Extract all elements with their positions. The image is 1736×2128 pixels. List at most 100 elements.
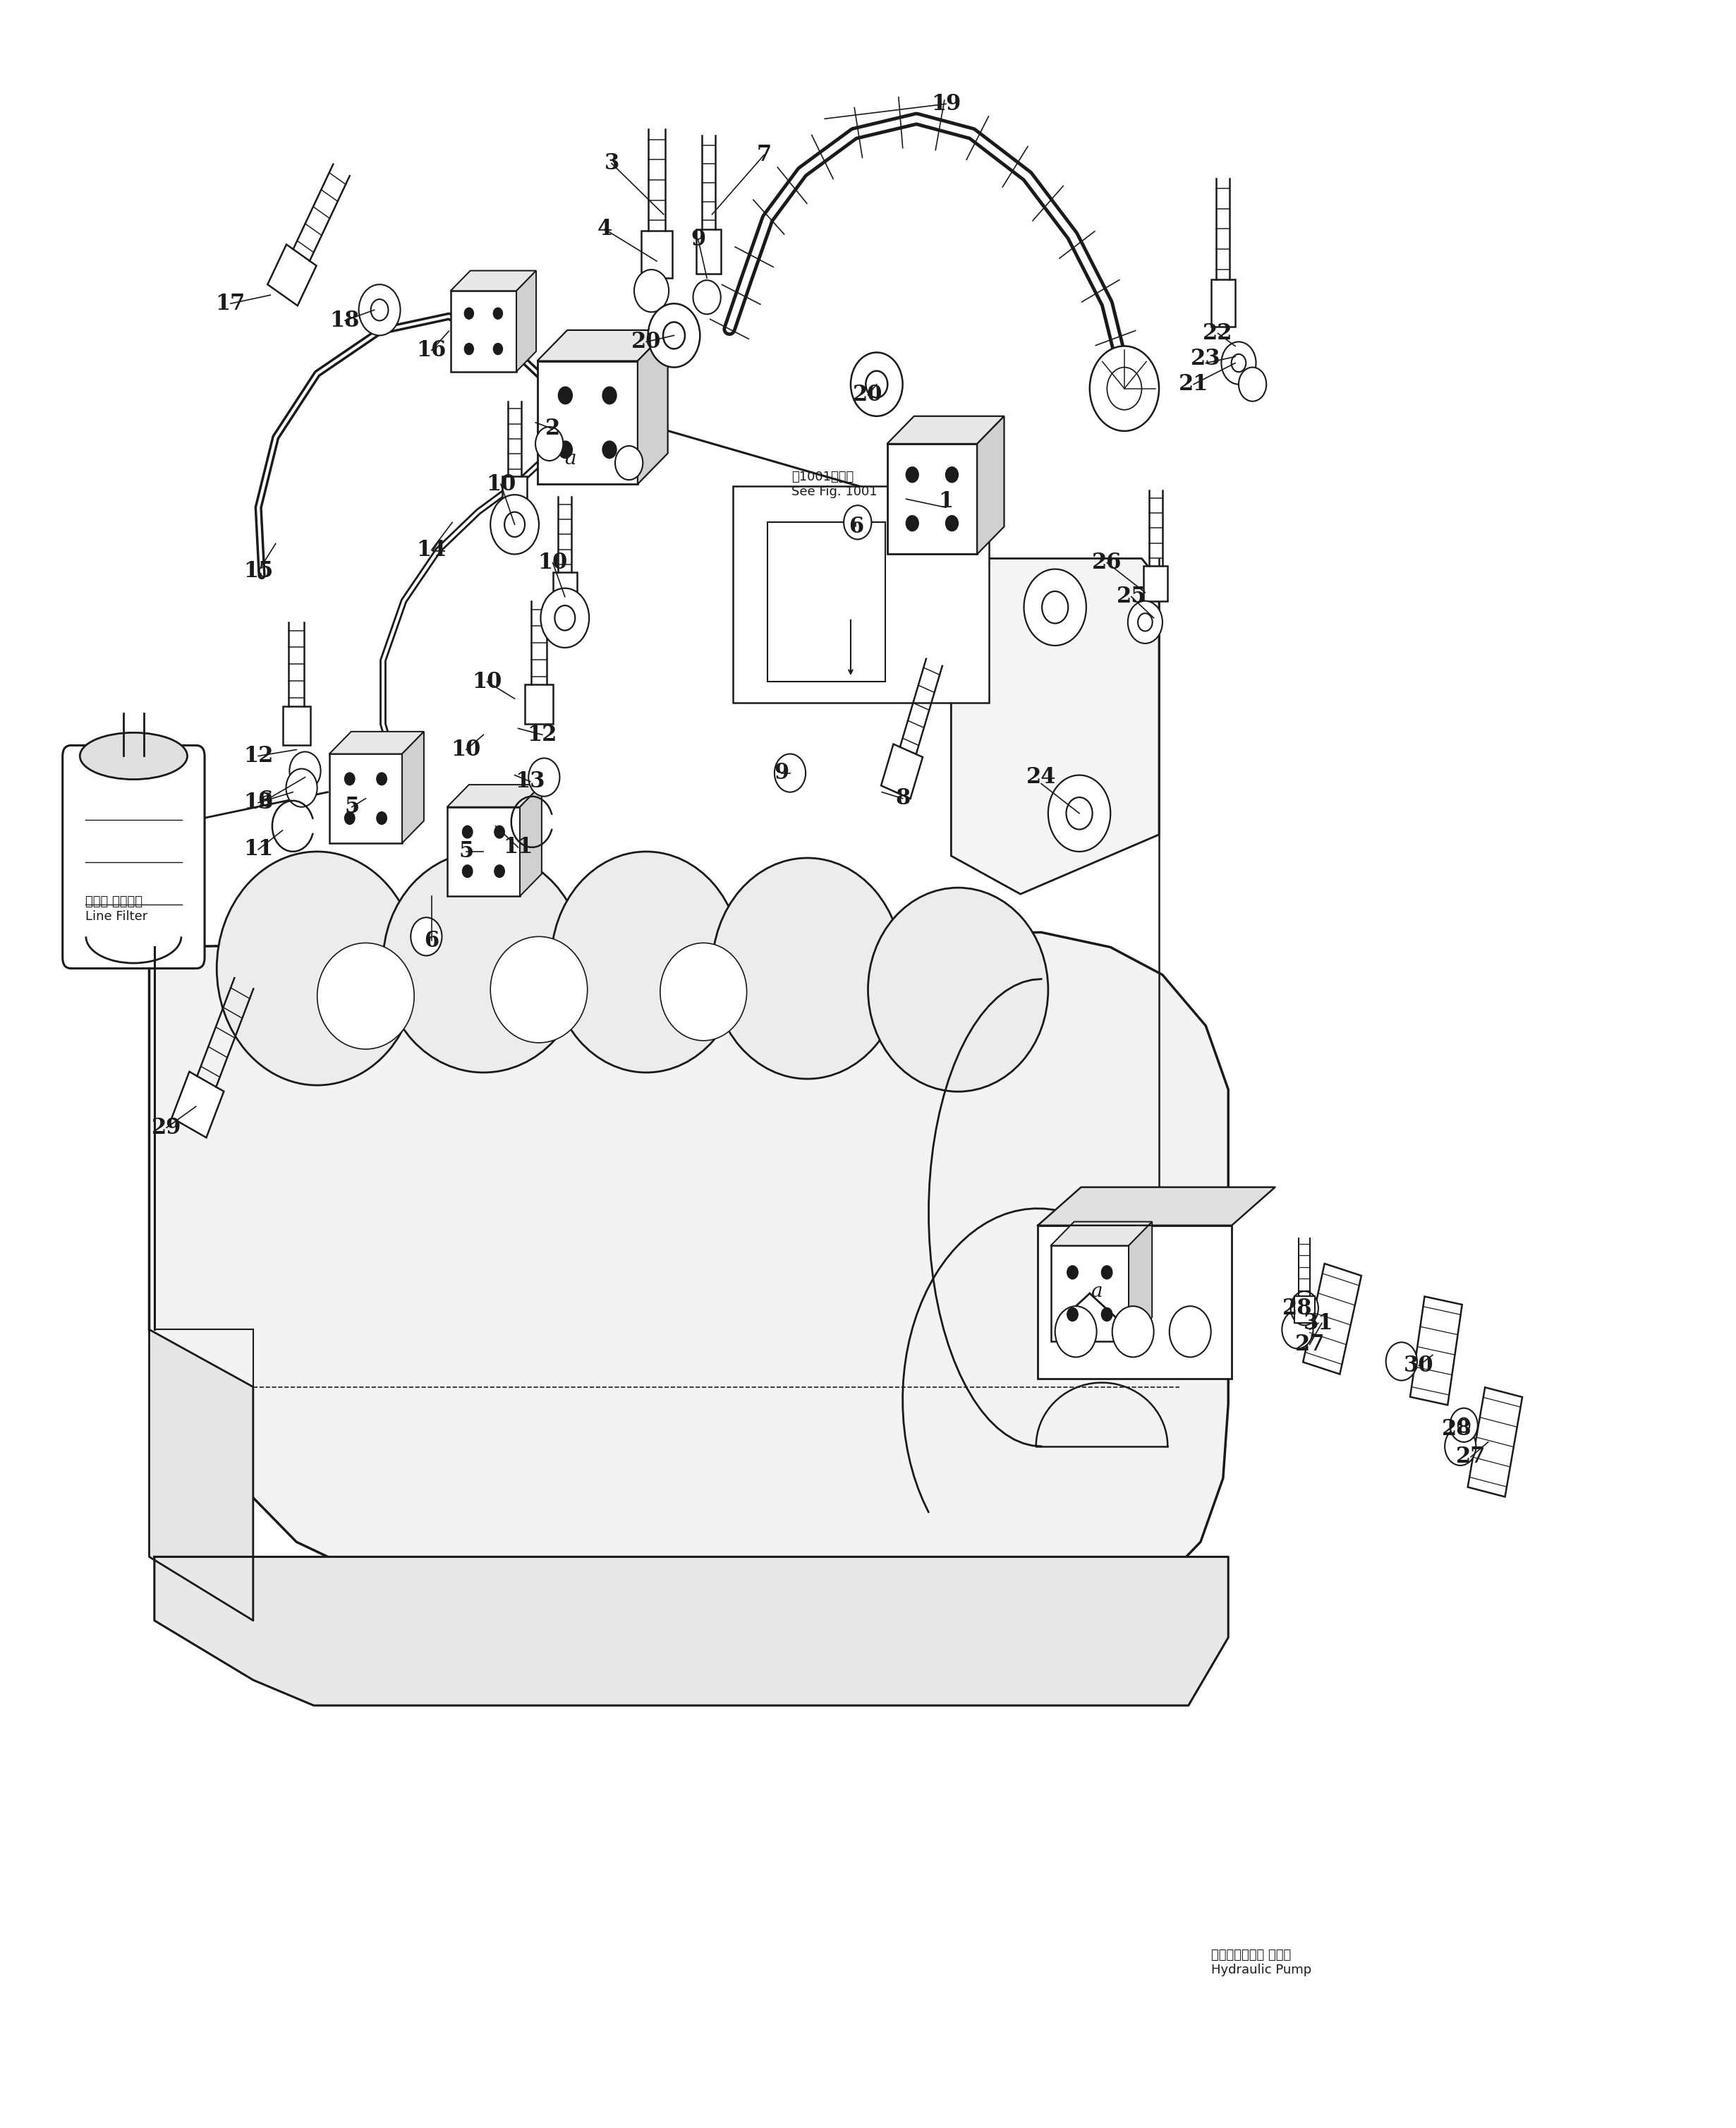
Bar	[330, 753, 403, 843]
Text: 10: 10	[451, 738, 481, 760]
Circle shape	[1450, 1409, 1477, 1443]
Ellipse shape	[660, 943, 746, 1041]
Circle shape	[462, 826, 472, 838]
Polygon shape	[149, 932, 1229, 1668]
Bar	[733, 487, 990, 702]
FancyBboxPatch shape	[1212, 279, 1236, 328]
Circle shape	[493, 309, 502, 319]
Circle shape	[1222, 343, 1255, 385]
Circle shape	[1281, 1311, 1312, 1349]
Text: 20: 20	[852, 383, 884, 406]
Polygon shape	[977, 417, 1003, 553]
Text: 27: 27	[1457, 1447, 1486, 1468]
Circle shape	[1137, 613, 1153, 632]
Polygon shape	[1038, 1187, 1274, 1226]
Text: 6: 6	[849, 515, 863, 538]
Text: 28: 28	[1283, 1298, 1312, 1319]
Polygon shape	[1050, 1221, 1153, 1245]
FancyBboxPatch shape	[283, 706, 311, 745]
Circle shape	[1128, 600, 1163, 643]
Circle shape	[1090, 347, 1160, 432]
Bar	[1467, 1387, 1522, 1496]
Ellipse shape	[384, 851, 583, 1073]
Circle shape	[286, 768, 318, 807]
Circle shape	[462, 864, 472, 877]
Circle shape	[1042, 592, 1068, 624]
Circle shape	[345, 772, 354, 785]
Bar	[1304, 1264, 1361, 1375]
Text: 13: 13	[516, 770, 545, 792]
Text: 5: 5	[458, 841, 474, 862]
Circle shape	[535, 428, 562, 462]
Polygon shape	[149, 1330, 253, 1622]
Text: ハイドロリック ポンプ
Hydraulic Pump: ハイドロリック ポンプ Hydraulic Pump	[1212, 1949, 1311, 1977]
Polygon shape	[519, 785, 542, 896]
Ellipse shape	[318, 943, 415, 1049]
Text: 12: 12	[243, 745, 273, 766]
Text: 7: 7	[757, 145, 771, 166]
FancyBboxPatch shape	[552, 572, 576, 606]
Text: ライン フィルタ
Line Filter: ライン フィルタ Line Filter	[85, 896, 148, 924]
FancyBboxPatch shape	[882, 745, 922, 798]
Text: 29: 29	[151, 1117, 182, 1138]
FancyBboxPatch shape	[62, 745, 205, 968]
Polygon shape	[887, 417, 1003, 445]
FancyBboxPatch shape	[267, 245, 316, 306]
Circle shape	[844, 504, 871, 538]
Text: 30: 30	[1404, 1356, 1434, 1377]
Text: 20: 20	[632, 330, 661, 353]
Polygon shape	[155, 1558, 1229, 1705]
Circle shape	[1385, 1343, 1417, 1381]
Text: 26: 26	[1092, 551, 1121, 575]
Text: 28: 28	[1443, 1419, 1472, 1441]
Circle shape	[1055, 1307, 1097, 1358]
FancyBboxPatch shape	[1038, 1226, 1233, 1379]
Circle shape	[528, 758, 559, 796]
Circle shape	[359, 285, 401, 336]
Text: 10: 10	[486, 472, 516, 496]
Circle shape	[634, 270, 668, 313]
Circle shape	[602, 440, 616, 458]
FancyBboxPatch shape	[1293, 1296, 1314, 1324]
Polygon shape	[637, 330, 668, 485]
Text: a: a	[564, 449, 576, 468]
Text: 13: 13	[243, 792, 273, 813]
Polygon shape	[330, 732, 424, 753]
Bar	[451, 292, 516, 372]
Circle shape	[493, 343, 502, 355]
Text: 25: 25	[1116, 585, 1146, 609]
Text: 6: 6	[257, 789, 273, 811]
Circle shape	[615, 447, 642, 481]
Polygon shape	[1128, 1221, 1153, 1341]
FancyBboxPatch shape	[524, 685, 552, 724]
Text: 11: 11	[503, 836, 533, 858]
Circle shape	[602, 387, 616, 404]
Text: 18: 18	[330, 311, 359, 332]
Circle shape	[1101, 1309, 1113, 1321]
Text: 8: 8	[896, 787, 910, 809]
FancyBboxPatch shape	[172, 1073, 224, 1138]
Circle shape	[1444, 1428, 1476, 1466]
Circle shape	[693, 281, 720, 315]
Text: 9: 9	[691, 230, 707, 251]
Bar	[1050, 1245, 1128, 1341]
Circle shape	[372, 300, 389, 321]
Text: 2: 2	[545, 417, 561, 440]
Bar	[887, 445, 977, 553]
Circle shape	[377, 813, 387, 824]
Text: 24: 24	[1026, 766, 1055, 787]
Text: 3: 3	[604, 153, 620, 174]
Circle shape	[1113, 1307, 1154, 1358]
Text: 12: 12	[528, 724, 557, 745]
Polygon shape	[448, 785, 542, 807]
Circle shape	[465, 343, 474, 355]
Circle shape	[559, 387, 573, 404]
FancyBboxPatch shape	[502, 477, 526, 511]
Text: 5: 5	[344, 796, 359, 817]
Text: 31: 31	[1304, 1313, 1333, 1334]
Text: 15: 15	[243, 560, 273, 583]
FancyBboxPatch shape	[1144, 566, 1168, 600]
Text: 4: 4	[597, 219, 613, 240]
Circle shape	[495, 864, 505, 877]
Circle shape	[1024, 568, 1087, 645]
